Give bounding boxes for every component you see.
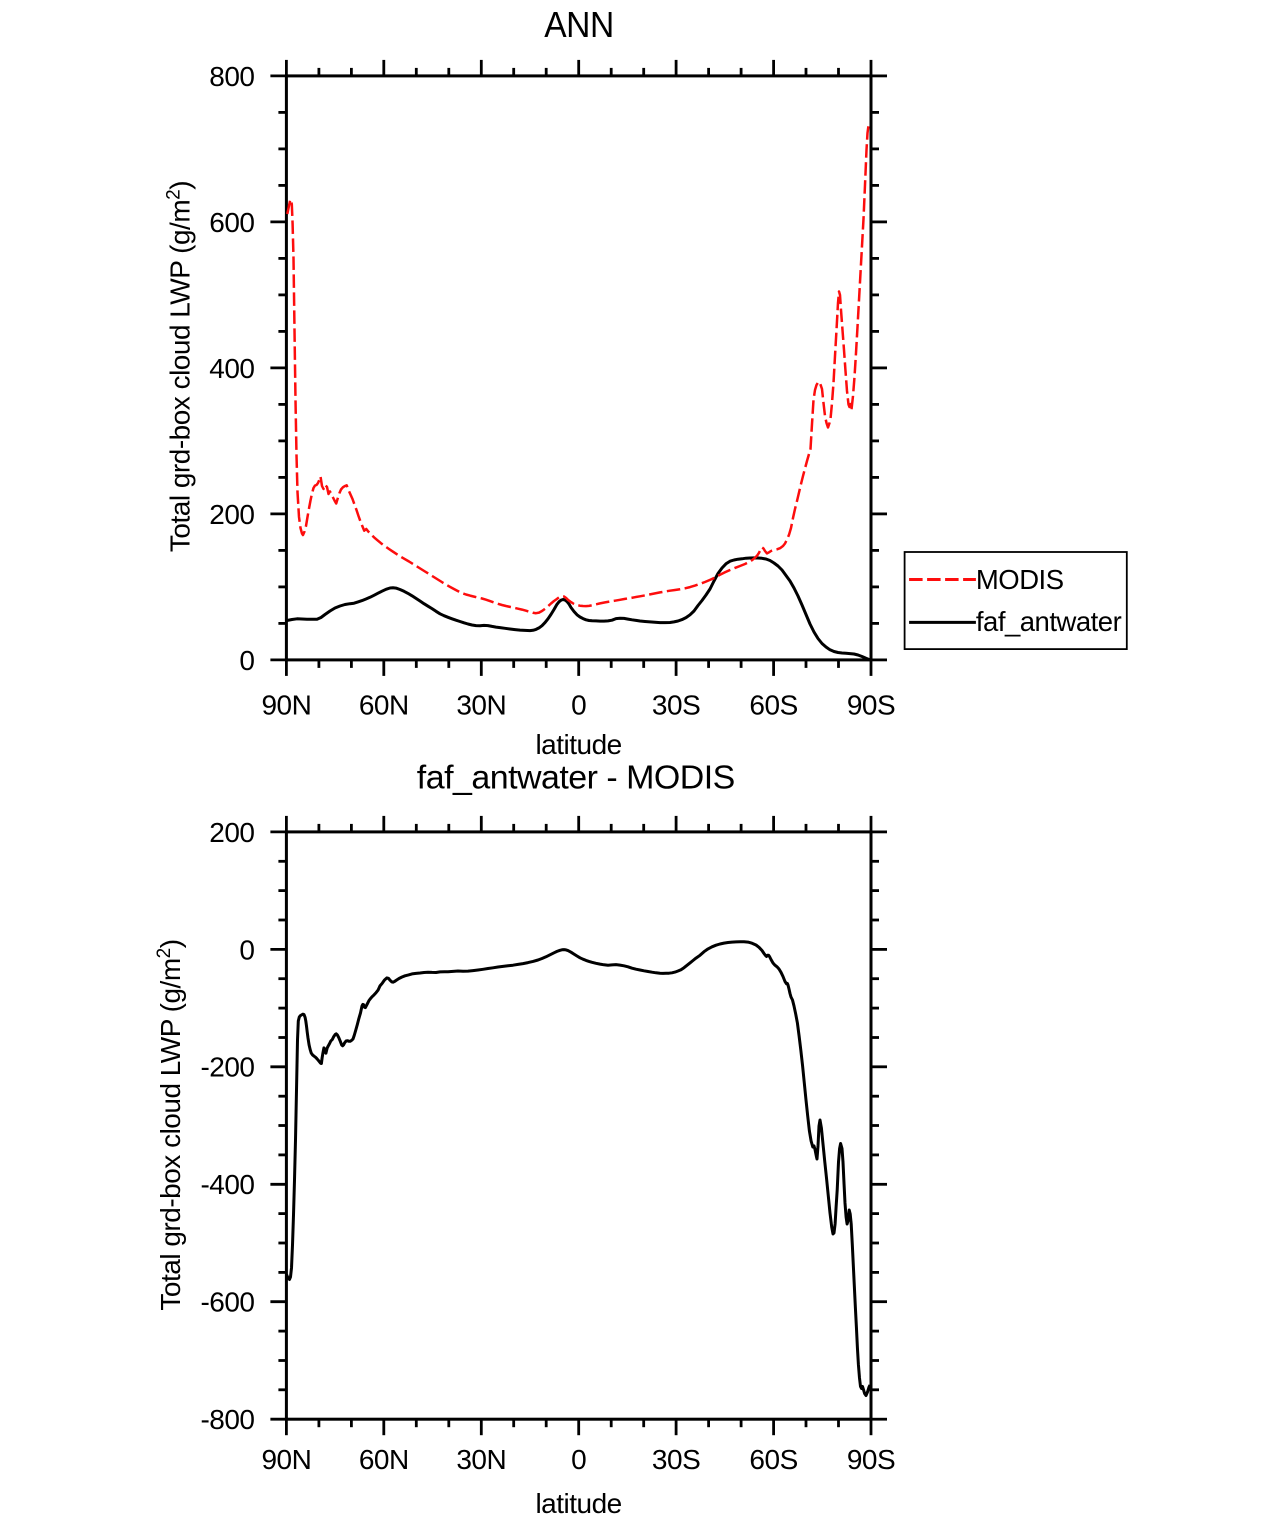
svg-text:-200: -200: [200, 1052, 254, 1083]
svg-text:faf_antwater - MODIS: faf_antwater - MODIS: [417, 758, 735, 795]
svg-text:30N: 30N: [456, 690, 506, 721]
svg-text:latitude: latitude: [535, 1488, 621, 1517]
svg-text:Total grd-box cloud LWP (g/m2): Total grd-box cloud LWP (g/m2): [154, 939, 186, 1310]
svg-text:latitude: latitude: [535, 729, 621, 760]
svg-text:90S: 90S: [847, 1444, 895, 1475]
svg-text:0: 0: [239, 934, 254, 965]
svg-text:30S: 30S: [652, 690, 700, 721]
svg-text:faf_antwater: faf_antwater: [976, 606, 1122, 637]
svg-text:60N: 60N: [359, 1444, 409, 1475]
svg-text:200: 200: [209, 817, 254, 848]
svg-text:0: 0: [571, 690, 586, 721]
svg-text:600: 600: [209, 207, 254, 238]
svg-text:400: 400: [209, 353, 254, 384]
svg-text:30N: 30N: [456, 1444, 506, 1475]
svg-text:90S: 90S: [847, 690, 895, 721]
svg-text:90N: 90N: [261, 690, 311, 721]
svg-text:30S: 30S: [652, 1444, 700, 1475]
svg-text:Total grd-box cloud LWP (g/m2): Total grd-box cloud LWP (g/m2): [164, 181, 196, 552]
svg-text:0: 0: [239, 645, 254, 676]
svg-text:ANN: ANN: [544, 4, 614, 45]
svg-text:90N: 90N: [261, 1444, 311, 1475]
svg-text:0: 0: [571, 1444, 586, 1475]
svg-text:200: 200: [209, 499, 254, 530]
svg-text:-600: -600: [200, 1287, 254, 1318]
svg-text:MODIS: MODIS: [976, 564, 1064, 595]
svg-text:60N: 60N: [359, 690, 409, 721]
svg-text:-400: -400: [200, 1169, 254, 1200]
svg-text:800: 800: [209, 61, 254, 92]
svg-text:-800: -800: [200, 1404, 254, 1435]
svg-text:60S: 60S: [749, 1444, 797, 1475]
svg-text:60S: 60S: [749, 690, 797, 721]
